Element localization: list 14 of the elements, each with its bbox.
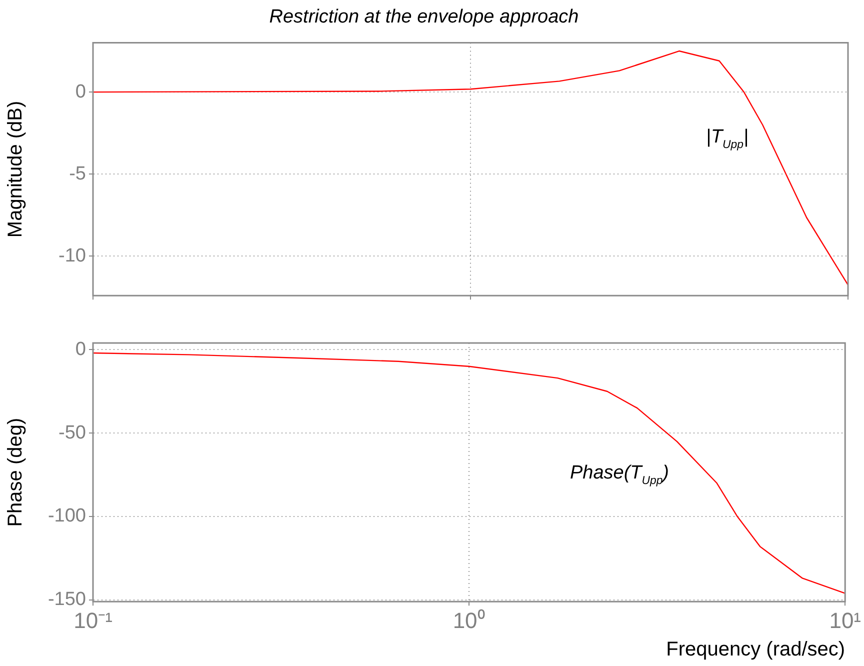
y-tick-label: 0: [75, 338, 86, 360]
x-tick-label: 10⁰: [452, 608, 486, 633]
x-tick-label: 10¹: [829, 608, 861, 633]
x-axis-title: Frequency (rad/sec): [666, 638, 846, 661]
y-tick-label: -5: [69, 163, 86, 184]
y-tick-label: 0: [75, 81, 86, 102]
y-tick-label: -100: [48, 506, 86, 527]
y-tick-label: -10: [58, 245, 86, 266]
y-axis-title: Phase (deg): [4, 418, 27, 527]
y-axis-title: Magnitude (dB): [4, 100, 27, 238]
chart-title: Restriction at the envelope approach: [269, 6, 579, 28]
y-tick-label: -150: [48, 589, 86, 610]
x-tick-label: 10⁻¹: [74, 608, 112, 633]
y-tick-label: -50: [58, 422, 86, 444]
